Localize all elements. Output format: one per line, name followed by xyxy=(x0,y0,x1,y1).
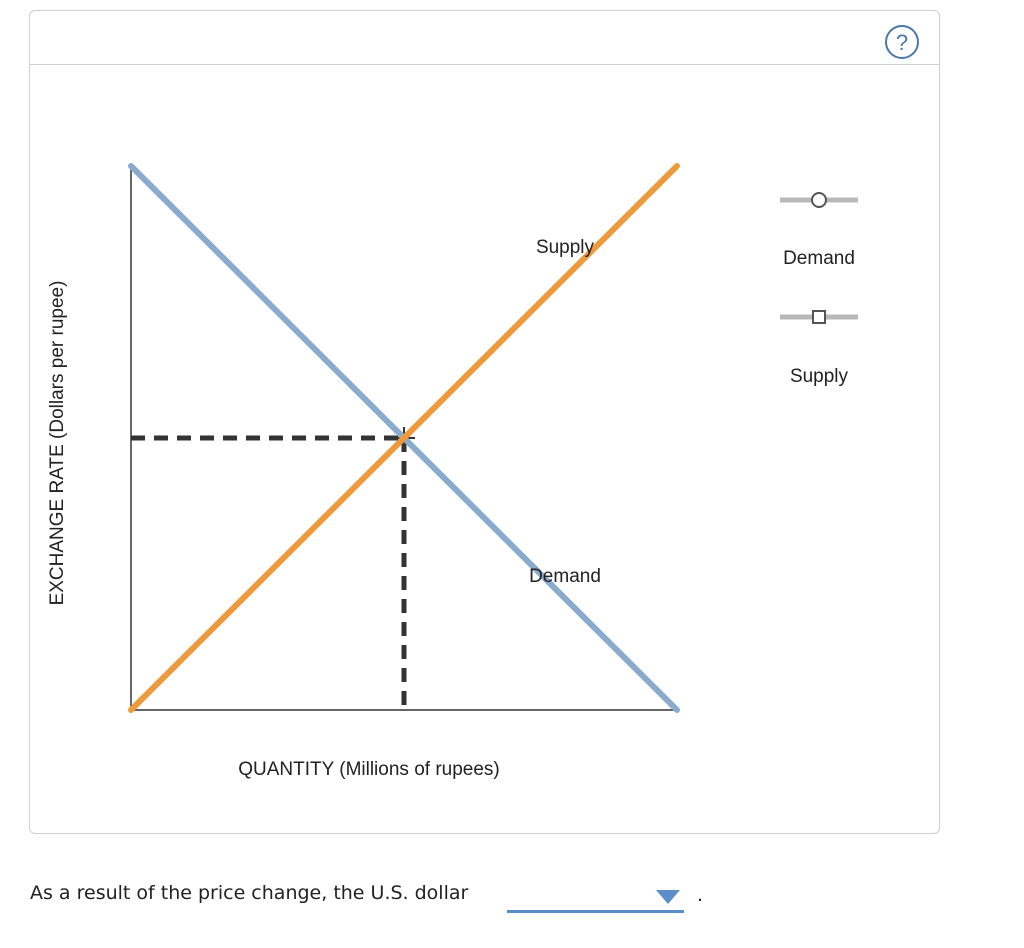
question-icon: ? xyxy=(885,25,919,59)
legend-supply-label: Supply xyxy=(789,366,849,387)
legend-supply-tool[interactable]: Supply xyxy=(769,300,869,400)
question-text: As a result of the price change, the U.S… xyxy=(30,882,469,904)
graph-panel: ? xyxy=(29,10,940,834)
legend-demand-label: Demand xyxy=(783,248,855,269)
chevron-down-icon xyxy=(656,890,680,904)
panel-header: ? xyxy=(30,11,939,65)
svg-text:?: ? xyxy=(896,30,908,55)
help-button[interactable]: ? xyxy=(884,24,920,60)
legend-demand-tool[interactable]: Demand xyxy=(769,182,869,282)
question-period: . xyxy=(697,884,704,906)
answer-dropdown[interactable] xyxy=(507,880,684,913)
